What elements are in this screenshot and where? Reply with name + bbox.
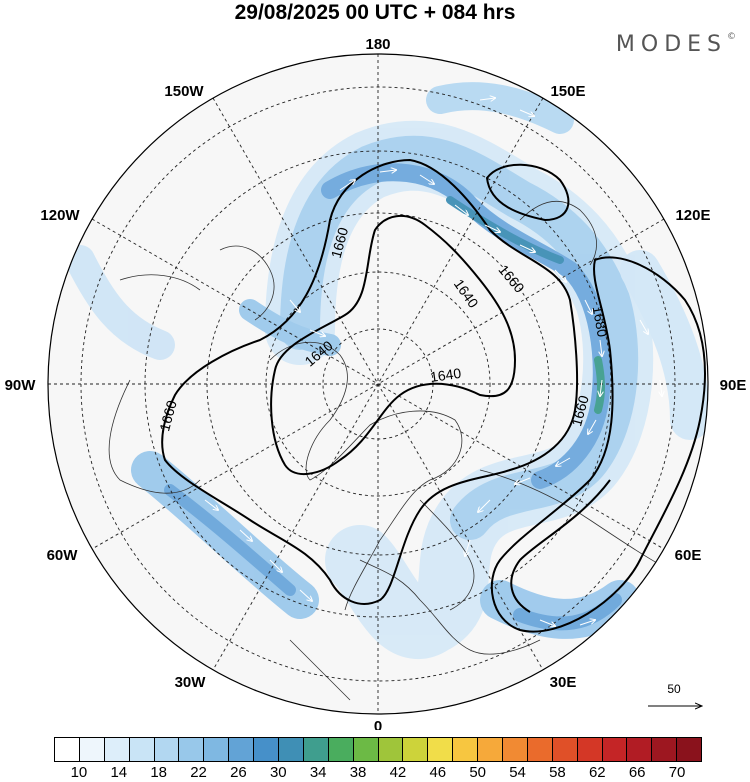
contour-label: 1640 xyxy=(429,365,462,385)
contour-1660-south xyxy=(510,479,611,613)
colorbar-swatch xyxy=(378,738,404,761)
colorbar-swatch xyxy=(204,738,230,761)
brand-mark: © xyxy=(727,32,736,42)
colorbar-swatch xyxy=(104,738,130,761)
colorbar-tick-label: 42 xyxy=(389,764,407,781)
colorbar-swatch xyxy=(453,738,479,761)
colorbar-swatch xyxy=(279,738,304,761)
colorbar-tick-label: 58 xyxy=(549,764,566,781)
lon-label-60e: 60E xyxy=(675,547,702,564)
colorbar-tick-label: 30 xyxy=(269,764,287,781)
colorbar-swatch xyxy=(179,738,205,761)
colorbar-swatch xyxy=(527,738,553,761)
colorbar-swatch xyxy=(303,738,329,761)
map-body: 1660 1640 1640 1640 1660 1680 1660 1660 xyxy=(48,54,708,714)
lon-label-120e: 120E xyxy=(675,207,710,224)
contour-label: 1660 xyxy=(568,393,592,427)
height-contours xyxy=(161,158,706,633)
colorbar-swatch xyxy=(254,738,280,761)
lon-label-30w: 30W xyxy=(175,674,207,691)
brand-name: MODES xyxy=(615,32,727,57)
contour-label: 1680 xyxy=(590,305,611,339)
lon-label-90e: 90E xyxy=(720,377,747,394)
colorbar-swatch xyxy=(229,738,255,761)
colorbar-tick-label: 54 xyxy=(509,764,526,781)
colorbar-swatch xyxy=(652,738,678,761)
colorbar-tick-label: 18 xyxy=(150,764,168,781)
colorbar-tick-label: 14 xyxy=(110,764,128,781)
colorbar-tick-label: 22 xyxy=(190,764,207,781)
colorbar-swatch xyxy=(154,738,180,761)
colorbar-swatch xyxy=(403,738,429,761)
lon-label-90w: 90W xyxy=(5,377,37,394)
colorbar-swatch xyxy=(478,738,504,761)
colorbar-swatch xyxy=(503,738,528,761)
contour-1660-north xyxy=(161,158,579,605)
colorbar-swatch xyxy=(55,738,80,761)
colorbar-tick-label: 70 xyxy=(668,764,686,781)
contour-label: 1660 xyxy=(156,398,180,432)
colorbar-swatch xyxy=(328,738,354,761)
colorbar-labels: 10 14 18 22 26 30 34 38 42 46 50 54 58 62 66 70 xyxy=(54,764,702,781)
colorbar-tick-label: 46 xyxy=(429,764,447,781)
colorbar-tick-label: 38 xyxy=(349,764,367,781)
longitude-labels: 180 150E 120E 90E 60E 30E 0 30W 60W 90W … xyxy=(5,36,747,730)
lon-label-150e: 150E xyxy=(550,83,585,100)
colorbar xyxy=(54,737,702,762)
map-border xyxy=(47,53,709,715)
colorbar-swatch xyxy=(577,738,603,761)
lon-label-60w: 60W xyxy=(47,547,79,564)
reference-vector-label: 50 xyxy=(667,682,681,696)
lon-label-30e: 30E xyxy=(550,674,577,691)
brand-logo: MODES© xyxy=(616,32,736,57)
coastlines xyxy=(108,201,671,701)
colorbar-tick-label: 34 xyxy=(309,764,327,781)
colorbar-tick-label: 62 xyxy=(588,764,606,781)
colorbar-swatch xyxy=(627,738,653,761)
map-title: 29/08/2025 00 UTC + 084 hrs xyxy=(234,1,516,24)
colorbar-tick-label: 50 xyxy=(469,764,487,781)
lon-label-150w: 150W xyxy=(164,83,204,100)
lon-label-120w: 120W xyxy=(40,207,80,224)
colorbar-swatch xyxy=(602,738,628,761)
colorbar-swatch xyxy=(677,738,702,761)
colorbar-tick-label: 10 xyxy=(70,764,88,781)
colorbar-swatch xyxy=(79,738,105,761)
contour-1640 xyxy=(270,215,517,476)
lon-label-180: 180 xyxy=(365,36,390,53)
colorbar-swatch xyxy=(552,738,578,761)
contour-label: 1660 xyxy=(328,225,352,259)
colorbar-swatch xyxy=(129,738,155,761)
colorbar-tick-label: 26 xyxy=(230,764,247,781)
contour-1680 xyxy=(490,256,706,633)
colorbar-swatch xyxy=(428,738,454,761)
polar-map: 1660 1640 1640 1640 1660 1680 1660 1660 … xyxy=(5,36,747,730)
contour-closed-high xyxy=(485,163,570,222)
wind-vectors xyxy=(204,98,662,626)
lon-label-0: 0 xyxy=(374,718,382,730)
colorbar-swatch xyxy=(353,738,379,761)
colorbar-tick-label: 66 xyxy=(628,764,646,781)
